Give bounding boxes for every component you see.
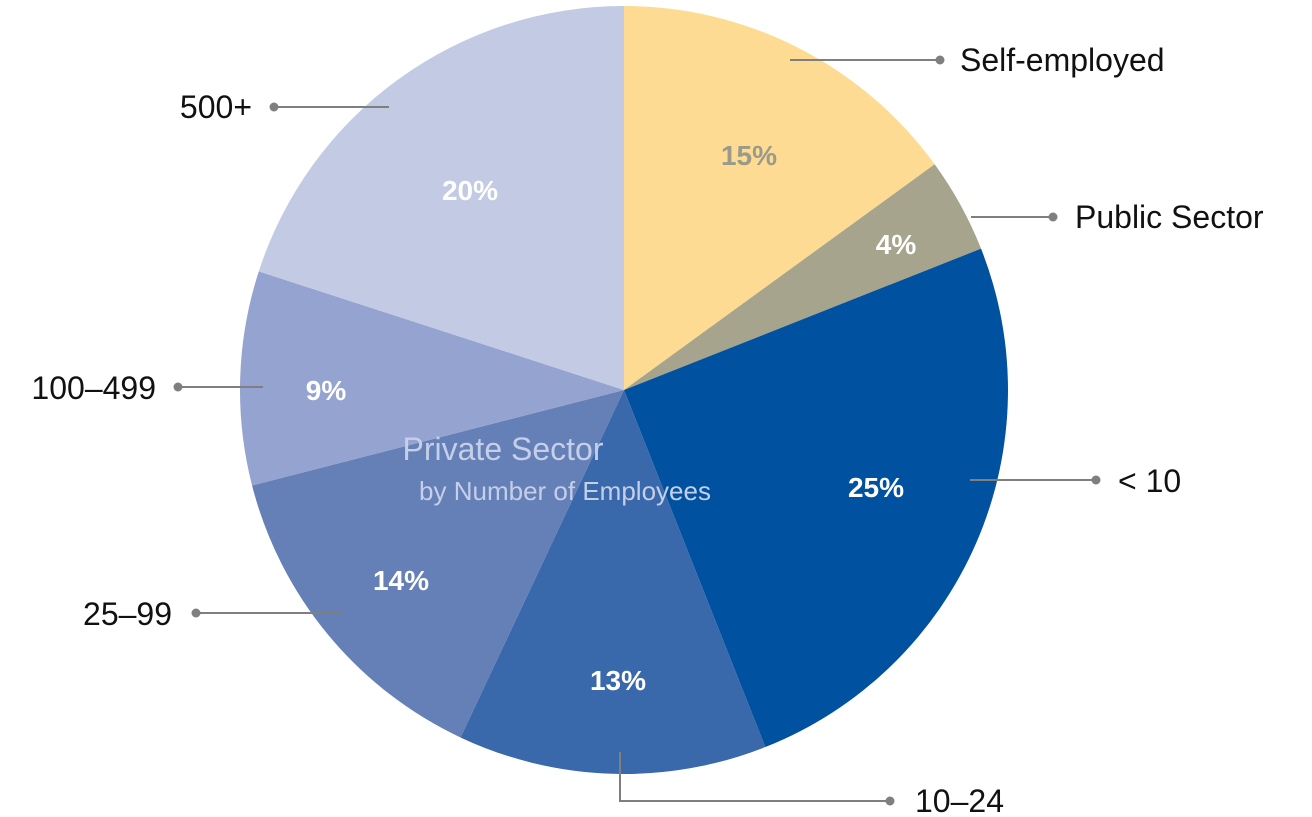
leader-dot [935, 55, 945, 65]
slice-percent-label: 13% [590, 665, 646, 696]
category-label-self-employed: Self-employed [960, 42, 1165, 78]
leader-lines [173, 55, 1101, 806]
slice-percent-label: 15% [721, 140, 777, 171]
slice-percent-label: 4% [876, 229, 917, 260]
leader-dot [885, 796, 895, 806]
pie-slice-public-sector [624, 164, 982, 390]
slice-percent-label: 9% [306, 375, 347, 406]
leader-dot [269, 102, 279, 112]
pie-slice-self-employed [624, 6, 935, 390]
leader-dot [191, 608, 201, 618]
slice-percent-label: 14% [373, 565, 429, 596]
slice-percent-label: 25% [848, 472, 904, 503]
category-label-10: < 10 [1118, 463, 1181, 499]
percent-labels: 15% 4% 25% 13% 14% 9% 20% [306, 140, 917, 696]
pie-slices [239, 6, 1008, 774]
category-label-10-24: 10–24 [915, 783, 1004, 817]
center-subtitle: by Number of Employees [419, 476, 711, 506]
leader-dot [1048, 212, 1058, 222]
category-label-100-499: 100–499 [31, 370, 156, 406]
leader-dot [173, 382, 183, 392]
pie-slice-500 [258, 6, 624, 390]
pie-slice-10 [624, 248, 1008, 748]
category-label-500: 500+ [180, 89, 252, 125]
pie-slice-10-24 [460, 390, 766, 774]
category-label-public-sector: Public Sector [1075, 199, 1264, 235]
slice-percent-label: 20% [442, 175, 498, 206]
leader-dot [1091, 475, 1101, 485]
leader-line [619, 752, 890, 802]
center-title: Private Sector [403, 431, 604, 467]
category-labels: Self-employed Public Sector < 10 10–24 25–99… [31, 42, 1263, 817]
pie-slice-25-99 [252, 390, 624, 738]
category-label-25-99: 25–99 [83, 596, 172, 632]
pie-slice-100-499 [239, 271, 624, 486]
